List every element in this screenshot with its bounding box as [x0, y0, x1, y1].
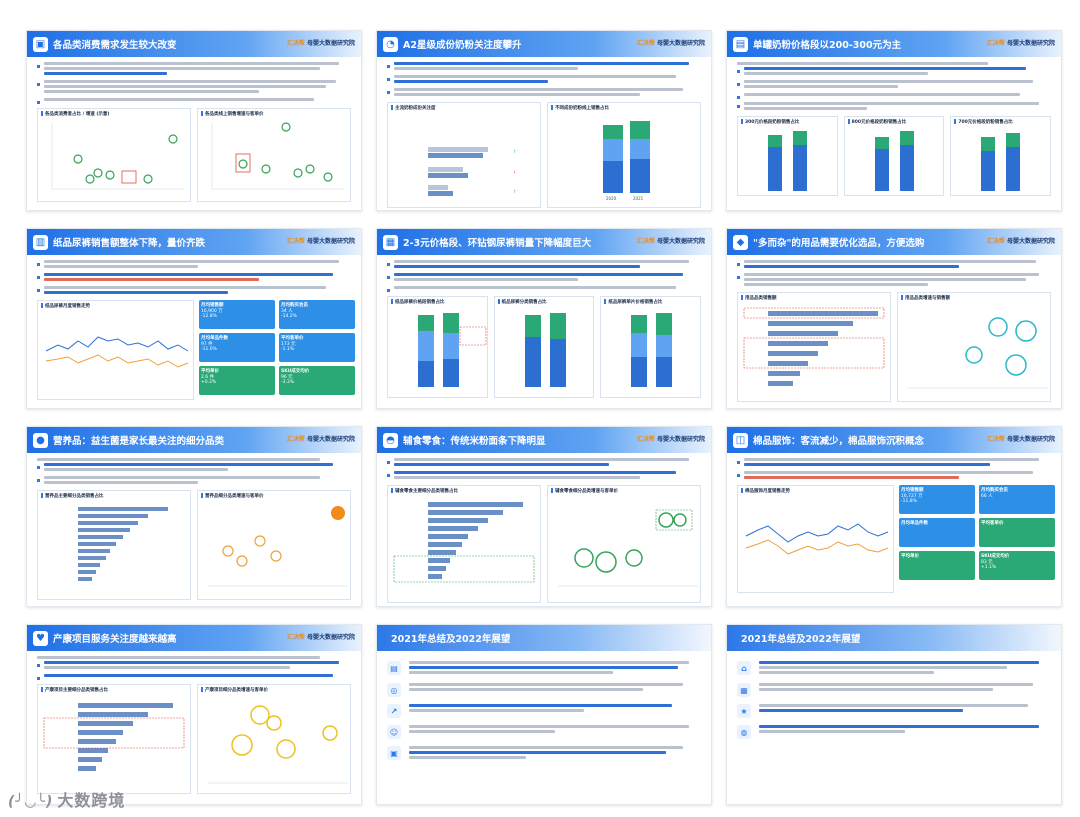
report-grid: ▣ 各品类消费需求发生较大改变 汇决帮 母婴大数据研究院 各品类消费者占比 / 增… [26, 30, 1062, 805]
target-icon: ◎ [387, 683, 401, 697]
kpi-card: 平均单价 [899, 551, 975, 580]
slide-nutrition: ● 营养品：益生菌是家长最关注的细分品类 汇决帮 母婴大数据研究院 营养品主要细分… [26, 426, 362, 607]
kpi-card: 月均销售额 16,900 万 -12.8% [199, 300, 275, 329]
star-icon: ★ [737, 704, 751, 718]
line-chart [745, 523, 889, 555]
cart-icon: ▣ [387, 746, 401, 760]
hbar-chart [743, 307, 885, 386]
pill-icon: ● [33, 432, 48, 448]
tag-icon: ◆ [733, 234, 748, 250]
bubble-chart [558, 509, 698, 587]
bubble-chart [908, 317, 1048, 389]
svg-text:2021: 2021 [633, 196, 644, 201]
scatter-chart [211, 122, 344, 190]
doc-icon: ▤ [387, 661, 401, 675]
slide-price-segment: ▤ 单罐奶粉价格段以200-300元为主 汇决帮 母婴大数据研究院 300元价格段… [726, 30, 1062, 211]
kpi-card: 月均销售额 16,727 万 -11.8% [899, 485, 975, 514]
hbar-chart [43, 703, 185, 771]
slide-category-demand: ▣ 各品类消费需求发生较大改变 汇决帮 母婴大数据研究院 各品类消费者占比 / 增… [26, 30, 362, 211]
svg-text:↑: ↑ [513, 189, 516, 194]
slide-postpartum: ♥ 产康项目服务关注度越来越高 汇决帮 母婴大数据研究院 产康项目主要细分品类销售… [26, 624, 362, 805]
stacked-chart: 2020 2021 [603, 121, 650, 201]
kpi-card: SKU成交均价 96 元 -3.3% [279, 366, 355, 395]
bubble-chart [208, 506, 348, 587]
kpi-card: 月均单品件数 97 件 -11.0% [199, 333, 275, 362]
kpi-card: SKU成交均价 83 元 +1.1% [979, 551, 1055, 580]
trend-icon: ↗ [387, 704, 401, 718]
slide-cotton-apparel: ◫ 棉品服饰：客流减少，棉品服饰沉积概念 汇决帮 母婴大数据研究院 棉品服饰月度销… [726, 426, 1062, 607]
people-icon: ☺ [387, 725, 401, 739]
svg-text:↓: ↓ [513, 169, 516, 174]
store-icon: ⌂ [737, 661, 751, 675]
chart-icon: ▦ [737, 683, 751, 697]
slide-supplies: ◆ "多而杂"的用品需要优化选品，方便选购 汇决帮 母婴大数据研究院 用品品类销售… [726, 228, 1062, 409]
bag-icon: ▣ [33, 36, 48, 52]
kpi-card: 月均单品件数 [899, 518, 975, 547]
hbar-chart [78, 507, 168, 581]
hbar-chart [393, 502, 535, 583]
slide-diaper-decline: ▥ 纸品尿裤销售额整体下降，量价齐跌 汇决帮 母婴大数据研究院 纸品尿裤月度销售走… [26, 228, 362, 409]
kpi-card: 平均客单价 173 元 -1.1% [279, 333, 355, 362]
bubble-chart [208, 705, 348, 784]
diaper-icon: ▥ [33, 234, 48, 250]
slide-food-snacks: ◓ 辅食零食：传统米粉面条下降明显 汇决帮 母婴大数据研究院 辅食零食主要细分品类… [376, 426, 712, 607]
svg-text:↑: ↑ [513, 149, 516, 154]
globe-icon: ◍ [737, 725, 751, 739]
line-chart [45, 336, 189, 368]
slide-a2-milk: ◔ A2星级成份奶粉关注度攀升 汇决帮 母婴大数据研究院 主流奶粉成份关注度 ↑ ↓… [376, 30, 712, 211]
kpi-card: 平均客单价 [979, 518, 1055, 547]
bowl-icon: ◓ [383, 432, 398, 448]
svg-text:2020: 2020 [606, 196, 617, 201]
kpi-card: 月均购买会员 34 人 -14.2% [279, 300, 355, 329]
brand-logo: 汇决帮 母婴大数据研究院 [286, 40, 355, 47]
hbar-chart: ↑ ↓ ↑ [428, 147, 516, 196]
can-icon: ▤ [733, 36, 748, 52]
pie-icon: ◔ [383, 36, 398, 52]
kpi-card: 平均单价 2.6 件 +0.2% [199, 366, 275, 395]
watermark: (╯◡╰) 大数跨境 [8, 791, 126, 810]
scatter-chart [51, 123, 184, 190]
slide-summary-a: 2021年总结及2022年展望 ▤ ◎ ↗ ☺ ▣ [376, 624, 712, 805]
heart-icon: ♥ [33, 630, 48, 646]
shirt-icon: ◫ [733, 432, 748, 448]
kpi-card: 月均购买会员 66 人 [979, 485, 1055, 514]
slide-price-2-3: ▦ 2-3元价格段、环钻钢尿裤销量下降幅度巨大 汇决帮 母婴大数据研究院 纸品尿裤… [376, 228, 712, 409]
chart-icon: ▦ [383, 234, 398, 250]
kpi-grid: 月均销售额 16,727 万 -11.8% 月均购买会员 66 人月均单品件数 平均客单价… [899, 485, 1059, 591]
slide-summary-b: 2021年总结及2022年展望 ⌂ ▦ ★ ◍ [726, 624, 1062, 805]
kpi-grid: 月均销售额 16,900 万 -12.8% 月均购买会员 34 人 -14.2% 月均单品件… [199, 300, 359, 398]
slide-title: 各品类消费需求发生较大改变 [53, 40, 177, 51]
